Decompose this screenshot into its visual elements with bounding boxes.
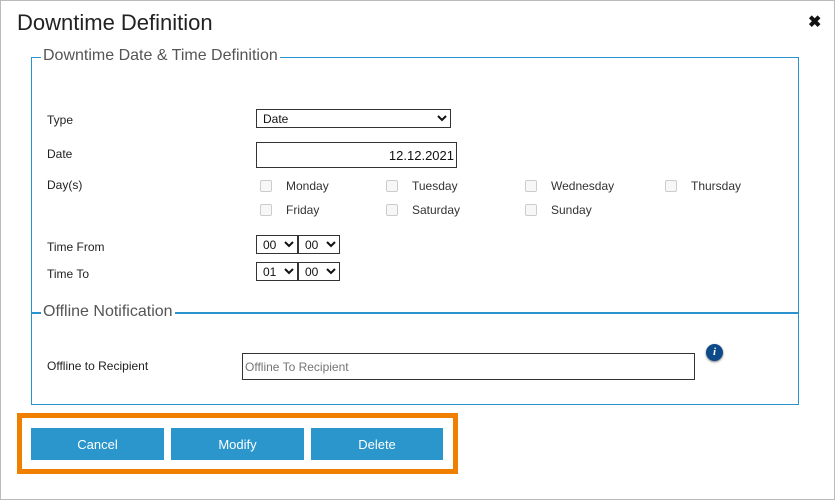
button-group-highlight xyxy=(17,413,458,474)
day-label: Monday xyxy=(286,179,329,193)
date-label: Date xyxy=(47,147,73,161)
date-input[interactable] xyxy=(256,142,457,168)
checkbox-saturday[interactable] xyxy=(386,204,398,216)
close-icon[interactable]: ✖ xyxy=(808,14,822,31)
time-to-minute-select[interactable]: 00 xyxy=(298,262,340,281)
day-label: Wednesday xyxy=(551,179,615,193)
time-to-hour-select[interactable]: 01 xyxy=(256,262,298,281)
dialog-title: Downtime Definition xyxy=(17,10,213,35)
type-select[interactable]: Date xyxy=(256,109,451,128)
offline-legend: Offline Notification xyxy=(41,303,175,321)
checkbox-tuesday[interactable] xyxy=(386,180,398,192)
type-label: Type xyxy=(47,113,74,127)
recipient-label: Offline to Recipient xyxy=(47,359,149,373)
checkbox-monday[interactable] xyxy=(260,180,272,192)
checkbox-wednesday[interactable] xyxy=(525,180,537,192)
day-label: Tuesday xyxy=(412,179,458,193)
day-label: Sunday xyxy=(551,203,592,217)
date-time-legend: Downtime Date & Time Definition xyxy=(41,47,280,65)
time-from-label: Time From xyxy=(47,240,105,254)
date-time-fieldset xyxy=(31,57,799,312)
day-label: Friday xyxy=(286,203,320,217)
time-from-minute-select[interactable]: 00 xyxy=(298,235,340,254)
time-from-hour-select[interactable]: 00 xyxy=(256,235,298,254)
delete-button[interactable]: Delete xyxy=(311,428,443,460)
checkbox-friday[interactable] xyxy=(260,204,272,216)
days-label: Day(s) xyxy=(47,178,83,192)
day-label: Saturday xyxy=(412,203,461,217)
time-to-label: Time To xyxy=(47,267,90,281)
day-label: Thursday xyxy=(691,179,742,193)
modify-button[interactable]: Modify xyxy=(171,428,304,460)
offline-fieldset xyxy=(31,312,799,405)
recipient-input[interactable] xyxy=(242,353,695,380)
checkbox-thursday[interactable] xyxy=(665,180,677,192)
cancel-button[interactable]: Cancel xyxy=(31,428,164,460)
info-icon[interactable]: i xyxy=(706,344,723,361)
checkbox-sunday[interactable] xyxy=(525,204,537,216)
